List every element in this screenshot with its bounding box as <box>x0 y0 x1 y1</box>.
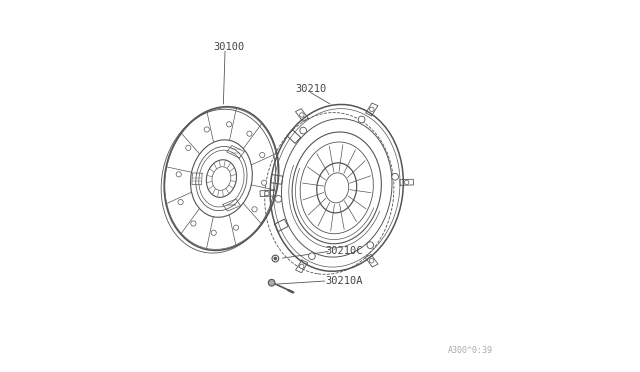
Circle shape <box>308 253 316 260</box>
Circle shape <box>252 207 257 212</box>
Circle shape <box>176 172 181 177</box>
Circle shape <box>300 127 307 134</box>
Circle shape <box>178 199 183 205</box>
Text: A300^0:39: A300^0:39 <box>448 346 493 355</box>
Circle shape <box>369 107 374 112</box>
Circle shape <box>264 191 269 196</box>
Circle shape <box>300 264 304 269</box>
Circle shape <box>211 230 216 235</box>
Circle shape <box>367 242 374 248</box>
Circle shape <box>272 255 278 262</box>
Circle shape <box>268 279 275 286</box>
Circle shape <box>227 122 232 127</box>
Circle shape <box>260 153 265 158</box>
Text: 30210C: 30210C <box>325 246 363 256</box>
Text: 30210: 30210 <box>295 84 326 94</box>
Circle shape <box>300 113 304 117</box>
Circle shape <box>274 257 277 260</box>
Circle shape <box>191 221 196 226</box>
Text: 30100: 30100 <box>213 42 244 51</box>
Circle shape <box>369 259 374 263</box>
Circle shape <box>234 225 239 230</box>
Circle shape <box>262 180 267 185</box>
Ellipse shape <box>317 163 356 213</box>
Circle shape <box>392 173 399 180</box>
Circle shape <box>358 116 365 123</box>
Circle shape <box>404 180 409 185</box>
Circle shape <box>186 145 191 150</box>
Circle shape <box>204 127 209 132</box>
Text: 30210A: 30210A <box>325 276 363 286</box>
Circle shape <box>275 196 282 202</box>
Circle shape <box>247 131 252 136</box>
